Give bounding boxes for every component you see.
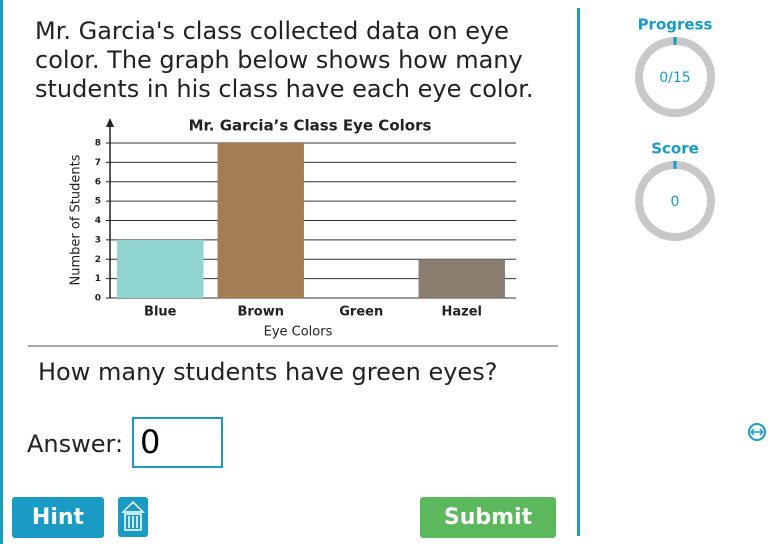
- bar: [217, 143, 304, 298]
- y-tick-label: 8: [95, 139, 101, 149]
- hint-button[interactable]: Hint: [12, 497, 104, 538]
- y-tick-label: 1: [95, 274, 101, 284]
- y-tick-label: 0: [95, 294, 101, 304]
- question: Mr. Garcia's class collected data on eye…: [35, 17, 534, 104]
- score-value: 0: [671, 194, 680, 210]
- question-line: color. The graph below shows how many: [35, 46, 523, 74]
- prompt: How many students have green eyes?: [38, 358, 498, 386]
- y-tick-label: 3: [95, 235, 101, 245]
- y-tick-label: 4: [95, 216, 101, 226]
- left-border: [0, 0, 3, 544]
- sidebar: Progress 0/15 Score 0: [635, 16, 766, 441]
- y-tick-label: 6: [95, 177, 101, 187]
- submit-button[interactable]: Submit: [420, 497, 556, 538]
- x-tick-label: Brown: [237, 305, 284, 320]
- progress-value: 0/15: [659, 70, 690, 86]
- x-tick-label: Blue: [144, 305, 177, 320]
- reference-icon[interactable]: [117, 496, 149, 538]
- score-label: Score: [651, 140, 699, 158]
- y-axis-label: Number of Students: [69, 154, 84, 285]
- sidebar-divider: [577, 8, 580, 536]
- progress-label: Progress: [638, 16, 713, 34]
- chart-title: Mr. Garcia’s Class Eye Colors: [189, 117, 432, 135]
- answer-input[interactable]: 0: [132, 417, 223, 468]
- x-tick-label: Green: [339, 305, 383, 320]
- bar: [117, 239, 204, 298]
- expand-arrows: [750, 428, 764, 436]
- y-tick-label: 5: [95, 197, 101, 207]
- question-line: Mr. Garcia's class collected data on eye: [35, 17, 509, 45]
- chart: Mr. Garcia’s Class Eye Colors Eye Colors…: [28, 117, 558, 347]
- y-tick-label: 2: [95, 255, 101, 265]
- y-tick-label: 7: [95, 158, 101, 168]
- bar: [418, 259, 505, 298]
- answer-label: Answer:: [27, 430, 124, 458]
- question-line: students in his class have each eye colo…: [35, 75, 534, 103]
- y-axis-arrow: [106, 118, 114, 127]
- x-tick-label: Hazel: [442, 305, 483, 320]
- x-axis-label: Eye Colors: [264, 325, 333, 340]
- expand-icon[interactable]: [748, 423, 766, 441]
